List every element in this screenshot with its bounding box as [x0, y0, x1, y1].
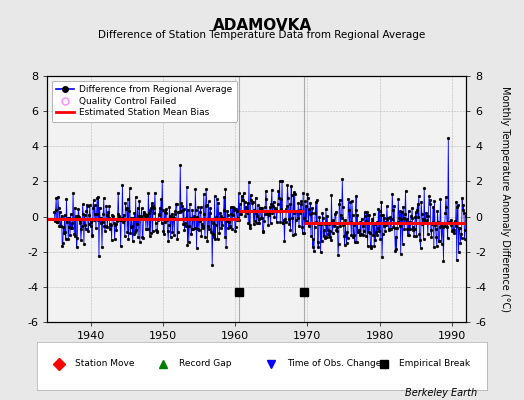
Text: Berkeley Earth: Berkeley Earth: [405, 388, 477, 398]
Text: Station Move: Station Move: [75, 359, 135, 368]
Y-axis label: Monthly Temperature Anomaly Difference (°C): Monthly Temperature Anomaly Difference (…: [500, 86, 510, 312]
Text: ADAMOVKA: ADAMOVKA: [212, 18, 312, 33]
Legend: Difference from Regional Average, Quality Control Failed, Estimated Station Mean: Difference from Regional Average, Qualit…: [52, 80, 236, 122]
Text: Empirical Break: Empirical Break: [399, 359, 471, 368]
Text: Record Gap: Record Gap: [179, 359, 231, 368]
Text: Difference of Station Temperature Data from Regional Average: Difference of Station Temperature Data f…: [99, 30, 425, 40]
Text: Time of Obs. Change: Time of Obs. Change: [287, 359, 381, 368]
